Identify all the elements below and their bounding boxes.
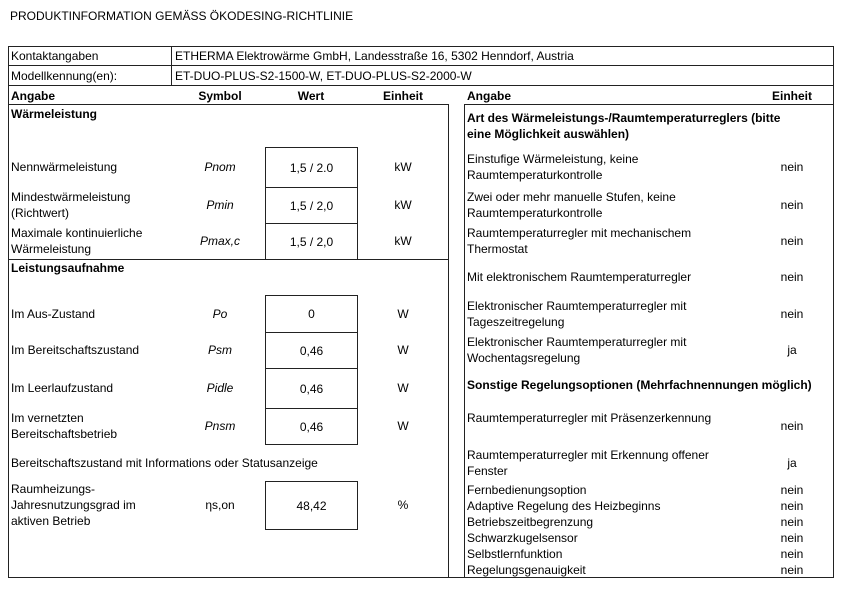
contact-value: ETHERMA Elektrowärme GmbH, Landesstraße …: [175, 49, 574, 63]
control-option-value: nein: [780, 483, 804, 497]
control-option-label: Elektronischer Raumtemperaturregler mit …: [467, 335, 687, 365]
model-label: Modellkennung(en):: [11, 69, 118, 83]
spec-value: 0,46: [265, 332, 358, 369]
spec-label: Im vernetzten Bereitschaftsbetrieb: [11, 411, 118, 441]
table-border-left: [8, 46, 9, 578]
document-title: PRODUKTINFORMATION GEMÄSS ÖKODESING-RICH…: [10, 9, 354, 23]
control-option-value: nein: [780, 531, 804, 545]
spec-value: 0: [265, 295, 358, 333]
control-option-label: Mit elektronischem Raumtemperaturregler: [467, 270, 692, 284]
control-option-value: nein: [780, 198, 804, 212]
control-option-value: ja: [787, 343, 797, 357]
spec-symbol: Pmin: [206, 198, 234, 212]
control-option-label: Schwarzkugelsensor: [467, 531, 578, 545]
divider: [464, 104, 834, 105]
spec-unit: kW: [394, 160, 412, 174]
spec-symbol: Pnsm: [204, 419, 236, 433]
control-option-value: nein: [780, 563, 804, 577]
control-option-label: Fernbedienungsoption: [467, 483, 587, 497]
control-option-label: Adaptive Regelung des Heizbeginns: [467, 499, 661, 513]
control-option-label: Raumtemperaturregler mit mechanischem Th…: [467, 226, 692, 256]
spec-label: Im Aus-Zustand: [11, 306, 96, 321]
spec-unit: kW: [394, 198, 412, 212]
divider: [171, 46, 172, 85]
divider: [448, 104, 449, 578]
section-leistungsaufnahme: Leistungsaufnahme: [11, 261, 125, 275]
divider: [8, 259, 449, 260]
spec-value: 0,46: [265, 408, 358, 445]
spec-symbol: Po: [212, 306, 228, 321]
efficiency-label: Raumheizungs- Jahresnutzungsgrad im akti…: [11, 482, 136, 528]
efficiency-value: 48,42: [265, 481, 358, 530]
spec-value: 1,5 / 2,0: [265, 223, 358, 260]
control-option-label: Betriebszeitbegrenzung: [467, 515, 594, 529]
right-section-sonstige: Sonstige Regelungsoptionen (Mehrfachnenn…: [467, 378, 812, 392]
control-option-value: ja: [787, 456, 797, 470]
control-option-label: Raumtemperaturregler mit Erkennung offen…: [467, 448, 709, 478]
spec-label: Mindestwärmeleistung (Richtwert): [11, 190, 131, 220]
spec-label: Im Bereitschaftszustand: [11, 343, 140, 357]
control-option-value: nein: [780, 307, 804, 321]
spec-symbol: Pnom: [204, 160, 236, 174]
spec-symbol: Pidle: [206, 381, 234, 395]
efficiency-unit: %: [397, 498, 409, 512]
control-option-value: nein: [780, 419, 804, 433]
table-border-right: [833, 46, 834, 578]
header-symbol: Symbol: [198, 89, 242, 103]
control-option-value: nein: [780, 499, 804, 513]
control-option-label: Selbstlernfunktion: [467, 547, 563, 561]
control-option-value: nein: [780, 160, 804, 174]
spec-label: Maximale kontinuierliche Wärmeleistung: [11, 226, 143, 256]
control-option-value: nein: [780, 515, 804, 529]
contact-label: Kontaktangaben: [11, 49, 99, 63]
status-note: Bereitschaftszustand mit Informations od…: [11, 456, 318, 470]
control-option-label: Elektronischer Raumtemperaturregler mit …: [467, 299, 687, 329]
right-section-regler: Art des Wärmeleistungs-/Raumtemperaturre…: [467, 111, 781, 141]
spec-unit: W: [397, 419, 409, 433]
spec-unit: kW: [394, 234, 412, 248]
control-option-label: Einstufige Wärmeleistung, keine Raumtemp…: [467, 152, 639, 182]
right-header-angabe: Angabe: [467, 89, 512, 103]
spec-unit: W: [397, 343, 409, 357]
header-wert: Wert: [297, 89, 325, 103]
spec-label: Im Leerlaufzustand: [11, 381, 114, 395]
efficiency-symbol: ηs,on: [205, 498, 235, 512]
control-option-label: Regelungsgenauigkeit: [467, 563, 586, 577]
table-border-top: [8, 46, 834, 47]
spec-value: 1,5 / 2,0: [265, 187, 358, 224]
divider: [464, 104, 465, 578]
spec-symbol: Pmax,c: [199, 234, 240, 248]
header-angabe: Angabe: [11, 89, 56, 103]
control-option-value: nein: [780, 234, 804, 248]
model-value: ET-DUO-PLUS-S2-1500-W, ET-DUO-PLUS-S2-20…: [175, 69, 472, 83]
section-waermeleistung: Wärmeleistung: [11, 107, 98, 121]
spec-label: Nennwärmeleistung: [11, 160, 118, 174]
divider: [8, 65, 834, 66]
control-option-label: Zwei oder mehr manuelle Stufen, keine Ra…: [467, 190, 676, 220]
header-einheit: Einheit: [382, 89, 423, 103]
spec-unit: W: [397, 306, 409, 321]
control-option-value: nein: [780, 270, 804, 284]
control-option-value: nein: [780, 547, 804, 561]
table-border-bottom: [8, 577, 834, 578]
spec-value: 0,46: [265, 368, 358, 409]
control-option-label: Raumtemperaturregler mit Präsenzerkennun…: [467, 411, 712, 425]
right-header-einheit: Einheit: [771, 89, 812, 103]
spec-value: 1,5 / 2.0: [265, 147, 358, 188]
divider: [8, 104, 449, 105]
spec-symbol: Psm: [208, 343, 232, 357]
spec-unit: W: [397, 381, 409, 395]
divider: [8, 85, 834, 86]
